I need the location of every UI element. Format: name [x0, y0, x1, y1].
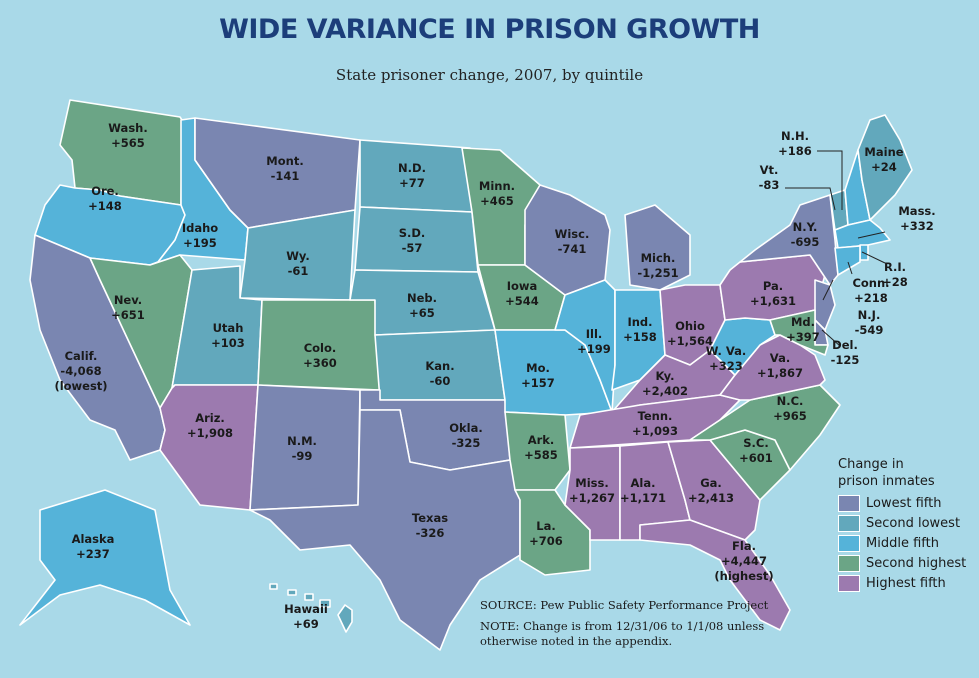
leader-line	[821, 329, 841, 347]
state-ct	[834, 245, 861, 276]
state-label-ky: Ky. +2,402	[642, 369, 688, 398]
map-subtitle: State prisoner change, 2007, by quintile	[335, 66, 644, 84]
state-label-vt: Vt. -83	[759, 163, 780, 192]
leader-line	[817, 150, 843, 210]
state-label-ma: Mass. +332	[898, 204, 935, 233]
state-label-sd: S.D. -57	[399, 226, 426, 255]
state-label-tn: Tenn. +1,093	[632, 409, 678, 438]
state-label-nv: Nev. +651	[111, 293, 145, 322]
state-hi	[269, 583, 353, 633]
state-label-ca: Calif. -4,068 (lowest)	[54, 349, 107, 393]
state-label-nd: N.D. +77	[398, 161, 426, 190]
state-label-ms: Miss. +1,267	[569, 476, 615, 505]
leader-line	[847, 261, 853, 275]
source-notes: SOURCE: Pew Public Safety Performance Pr…	[480, 598, 780, 655]
state-label-wy: Wy. -61	[286, 249, 310, 278]
state-label-az: Ariz. +1,908	[187, 411, 233, 440]
state-label-mt: Mont. -141	[266, 154, 303, 183]
legend-item-lowest: Lowest fifth	[838, 493, 966, 513]
state-label-or: Ore. +148	[88, 184, 122, 213]
state-label-ct: Conn. +218	[852, 276, 889, 305]
state-label-il: Ill. +199	[577, 327, 611, 356]
state-label-pa: Pa. +1,631	[750, 279, 796, 308]
state-fl	[639, 519, 791, 631]
state-label-wa: Wash. +565	[108, 121, 147, 150]
state-label-hi: Hawaii +69	[284, 602, 328, 631]
state-label-ar: Ark. +585	[524, 433, 558, 462]
state-label-oh: Ohio +1,564	[667, 319, 713, 348]
state-label-ok: Okla. -325	[449, 421, 483, 450]
legend: Change in prison inmates Lowest fifth Se…	[838, 456, 966, 593]
state-wi	[524, 184, 611, 296]
legend-swatch	[838, 554, 860, 572]
state-label-la: La. +706	[529, 519, 563, 548]
state-label-nj: N.J. -549	[855, 308, 884, 337]
leader-line	[857, 231, 886, 239]
state-label-ia: Iowa +544	[505, 279, 539, 308]
state-md	[769, 309, 829, 356]
state-label-ks: Kan. -60	[425, 359, 454, 388]
leader-line	[785, 187, 836, 211]
legend-item-second-highest: Second highest	[838, 553, 966, 573]
state-label-mo: Mo. +157	[521, 361, 555, 390]
legend-swatch	[838, 514, 860, 532]
state-label-de: Del. -125	[831, 338, 860, 367]
legend-swatch	[838, 494, 860, 512]
map-title: WIDE VARIANCE IN PRISON GROWTH	[219, 14, 760, 45]
state-label-in: Ind. +158	[623, 315, 657, 344]
note-text: NOTE: Change is from 12/31/06 to 1/1/08 …	[480, 619, 765, 648]
state-tx	[249, 409, 521, 651]
legend-swatch	[838, 534, 860, 552]
state-az	[159, 384, 259, 511]
state-label-nm: N.M. -99	[287, 434, 317, 463]
state-label-al: Ala. +1,171	[620, 476, 666, 505]
state-mi	[624, 204, 691, 291]
state-wy	[239, 209, 356, 301]
state-label-wi: Wisc. -741	[555, 227, 590, 256]
source-text: SOURCE: Pew Public Safety Performance Pr…	[480, 598, 769, 612]
state-il	[554, 279, 616, 413]
state-label-ri: R.I. +28	[882, 260, 908, 289]
legend-title: Change in prison inmates	[838, 457, 935, 489]
state-label-tx: Texas -326	[412, 511, 448, 540]
state-label-va: Va. +1,867	[757, 351, 803, 380]
legend-swatch	[838, 574, 860, 592]
state-label-wv: W. Va. +323	[706, 344, 747, 373]
state-label-mn: Minn. +465	[479, 179, 515, 208]
state-me	[857, 114, 913, 221]
leader-line	[861, 251, 886, 264]
state-label-mi: Mich. -1,251	[637, 251, 678, 280]
state-label-id: Idaho +195	[182, 221, 218, 250]
state-label-me: Maine +24	[864, 145, 903, 174]
leader-line	[822, 279, 834, 301]
legend-item-middle: Middle fifth	[838, 533, 966, 553]
state-label-ny: N.Y. -695	[791, 220, 820, 249]
state-label-sc: S.C. +601	[739, 436, 773, 465]
state-label-ut: Utah +103	[211, 321, 245, 350]
legend-item-second-lowest: Second lowest	[838, 513, 966, 533]
state-label-co: Colo. +360	[303, 341, 337, 370]
state-label-fl: Fla. +4,447 (highest)	[714, 539, 773, 583]
state-label-nc: N.C. +965	[773, 394, 807, 423]
state-ak	[19, 489, 191, 626]
state-label-ga: Ga. +2,413	[688, 476, 734, 505]
state-label-ne: Neb. +65	[407, 291, 437, 320]
state-label-md: Md. +397	[786, 315, 820, 344]
legend-item-highest: Highest fifth	[838, 573, 966, 593]
state-label-ak: Alaska +237	[72, 532, 115, 561]
state-label-nh: N.H. +186	[778, 129, 812, 158]
